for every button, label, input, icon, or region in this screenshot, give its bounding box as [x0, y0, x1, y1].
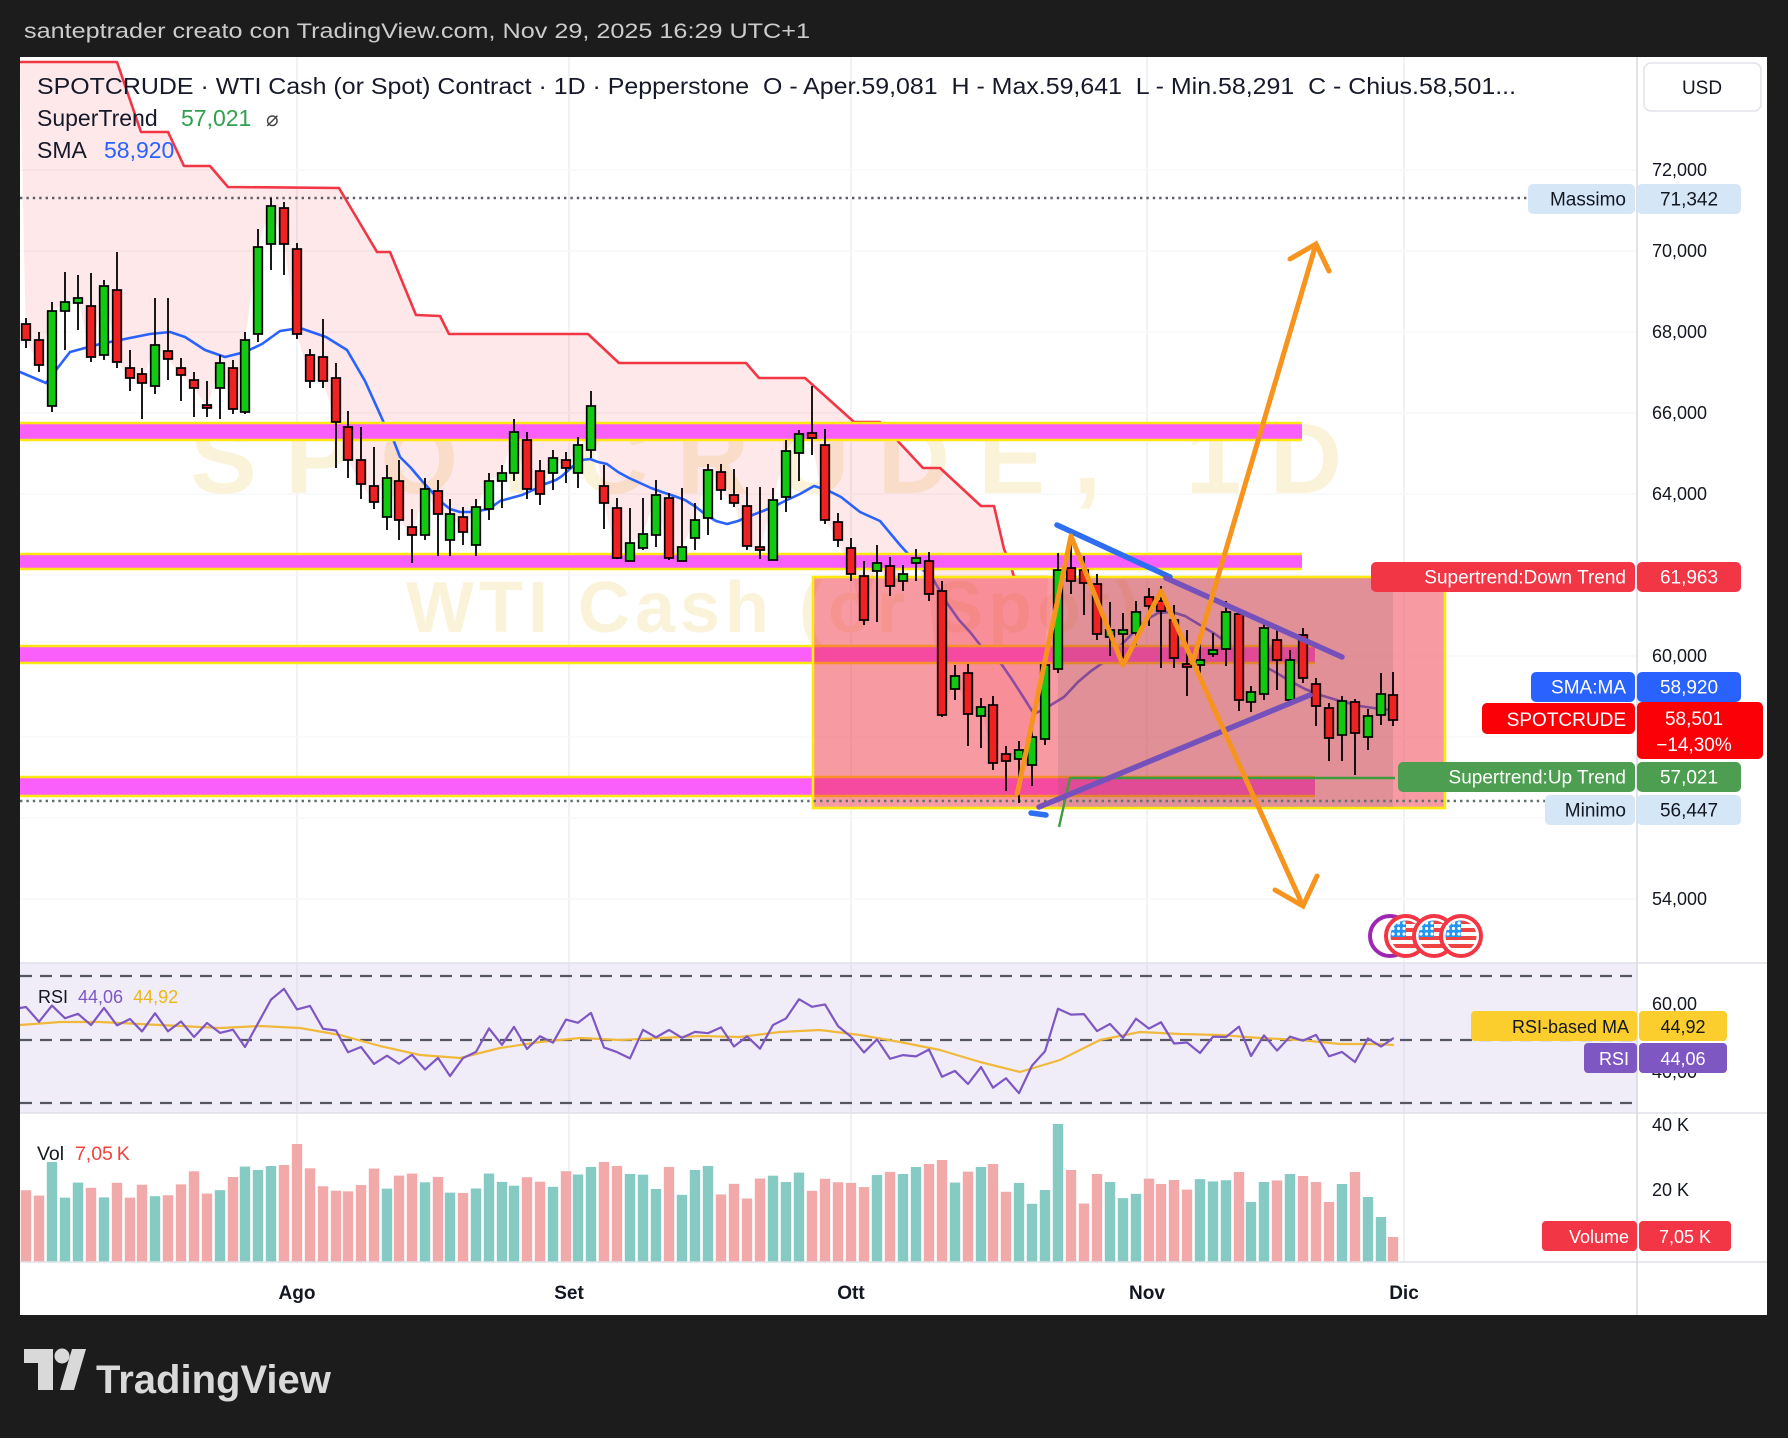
- svg-text:SMA:MA: SMA:MA: [1551, 678, 1626, 699]
- svg-text:58,920: 58,920: [1660, 678, 1718, 699]
- svg-text:Massimo: Massimo: [1550, 190, 1626, 211]
- svg-text:SPOTCRUDE: SPOTCRUDE: [1507, 710, 1626, 731]
- svg-text:Vol 7,05 K: Vol 7,05 K: [37, 1143, 130, 1165]
- svg-text:Volume: Volume: [1569, 1227, 1629, 1247]
- svg-text:Set: Set: [554, 1283, 584, 1304]
- svg-text:40 K: 40 K: [1652, 1115, 1689, 1135]
- svg-text:60,00: 60,00: [1652, 994, 1697, 1014]
- svg-text:RSI 44,06 44,92: RSI 44,06 44,92: [38, 987, 178, 1007]
- svg-text:72,000: 72,000: [1652, 160, 1707, 180]
- svg-text:61,963: 61,963: [1660, 568, 1718, 589]
- svg-text:Ago: Ago: [279, 1283, 316, 1304]
- svg-text:44,92: 44,92: [1660, 1017, 1705, 1037]
- svg-text:60,000: 60,000: [1652, 646, 1707, 666]
- svg-text:56,447: 56,447: [1660, 801, 1718, 822]
- svg-text:Minimo: Minimo: [1565, 801, 1626, 822]
- svg-text:Supertrend:Up Trend: Supertrend:Up Trend: [1449, 768, 1626, 789]
- svg-text:66,000: 66,000: [1652, 403, 1707, 423]
- svg-text:Dic: Dic: [1389, 1283, 1419, 1304]
- svg-text:71,342: 71,342: [1660, 190, 1718, 211]
- svg-text:santeptrader creato con Tradin: santeptrader creato con TradingView.com,…: [24, 20, 810, 43]
- svg-text:Nov: Nov: [1129, 1283, 1165, 1304]
- svg-text:7,05 K: 7,05 K: [1659, 1227, 1711, 1247]
- svg-text:54,000: 54,000: [1652, 889, 1707, 909]
- svg-text:58,501: 58,501: [1665, 709, 1723, 730]
- svg-text:57,021: 57,021: [1660, 768, 1718, 789]
- svg-text:Ott: Ott: [837, 1283, 865, 1304]
- svg-text:Supertrend:Down Trend: Supertrend:Down Trend: [1424, 568, 1626, 589]
- svg-text:68,000: 68,000: [1652, 322, 1707, 342]
- svg-text:USD: USD: [1682, 78, 1722, 99]
- svg-text:−14,30%: −14,30%: [1656, 735, 1732, 756]
- svg-text:20 K: 20 K: [1652, 1180, 1689, 1200]
- svg-text:RSI-based MA: RSI-based MA: [1512, 1017, 1629, 1037]
- svg-text:70,000: 70,000: [1652, 241, 1707, 261]
- svg-text:RSI: RSI: [1599, 1049, 1629, 1069]
- svg-text:SPOTCRUDE · WTI Cash (or Spot): SPOTCRUDE · WTI Cash (or Spot) Contract …: [37, 73, 1516, 99]
- svg-text:44,06: 44,06: [1660, 1049, 1705, 1069]
- svg-text:64,000: 64,000: [1652, 484, 1707, 504]
- svg-text:TradingView: TradingView: [96, 1358, 332, 1402]
